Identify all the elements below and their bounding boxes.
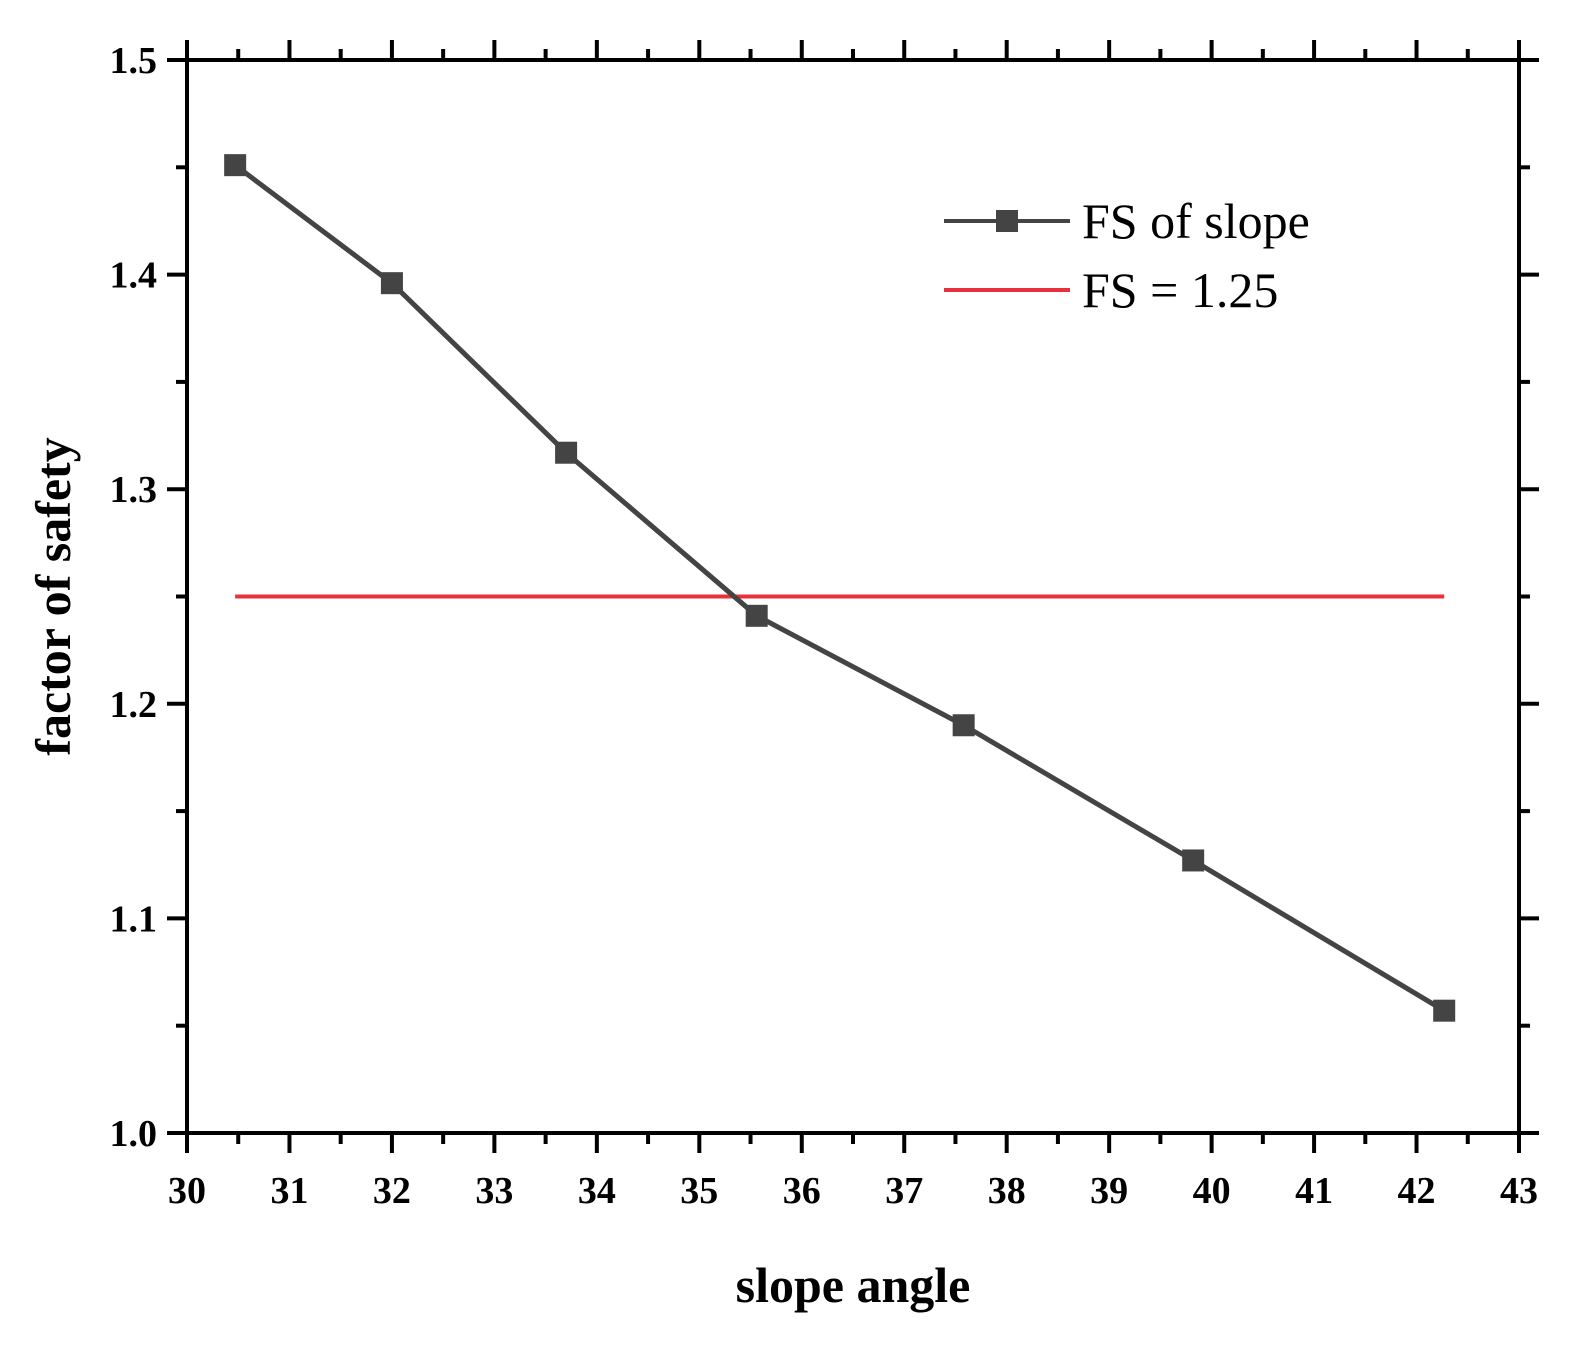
y-tick-label: 1.4 [110,255,158,297]
x-tick-label: 33 [475,1170,513,1212]
tick-labels: 30 31 32 33 34 35 36 37 38 39 40 41 42 43 1.0 1.1 1.2 1.3… [110,40,1539,1212]
y-axis-title: factor of safety [25,437,81,755]
x-tick-label: 42 [1398,1170,1436,1212]
y-tick-label: 1.1 [110,898,158,940]
x-tick-label: 34 [578,1170,616,1212]
y-tick-label: 1.2 [110,684,158,726]
data-point-marker [952,714,975,737]
data-point-marker [380,272,403,295]
x-tick-label: 37 [885,1170,923,1212]
y-tick-label: 1.3 [110,469,158,511]
y-tick-label: 1.5 [110,40,158,82]
x-tick-label: 32 [373,1170,411,1212]
legend-label: FS of slope [1082,193,1310,249]
y-tick-label: 1.0 [110,1113,158,1155]
series [224,154,1456,1022]
x-tick-label: 40 [1193,1170,1231,1212]
x-tick-label: 30 [168,1170,206,1212]
data-point-marker [1433,999,1456,1022]
data-point-marker [745,604,768,627]
x-tick-label: 36 [783,1170,821,1212]
x-tick-label: 31 [270,1170,308,1212]
x-tick-label: 38 [988,1170,1026,1212]
legend: FS of slope FS = 1.25 [944,193,1310,318]
data-point-marker [1182,849,1205,872]
x-tick-label: 35 [680,1170,718,1212]
x-tick-label: 43 [1500,1170,1538,1212]
legend-marker [996,210,1018,232]
axis-ticks [167,40,1539,1153]
data-point-marker [555,441,578,464]
x-tick-label: 41 [1295,1170,1333,1212]
x-axis-title: slope angle [736,1257,971,1313]
legend-label: FS = 1.25 [1082,262,1278,318]
data-point-marker [224,154,247,177]
x-tick-label: 39 [1090,1170,1128,1212]
